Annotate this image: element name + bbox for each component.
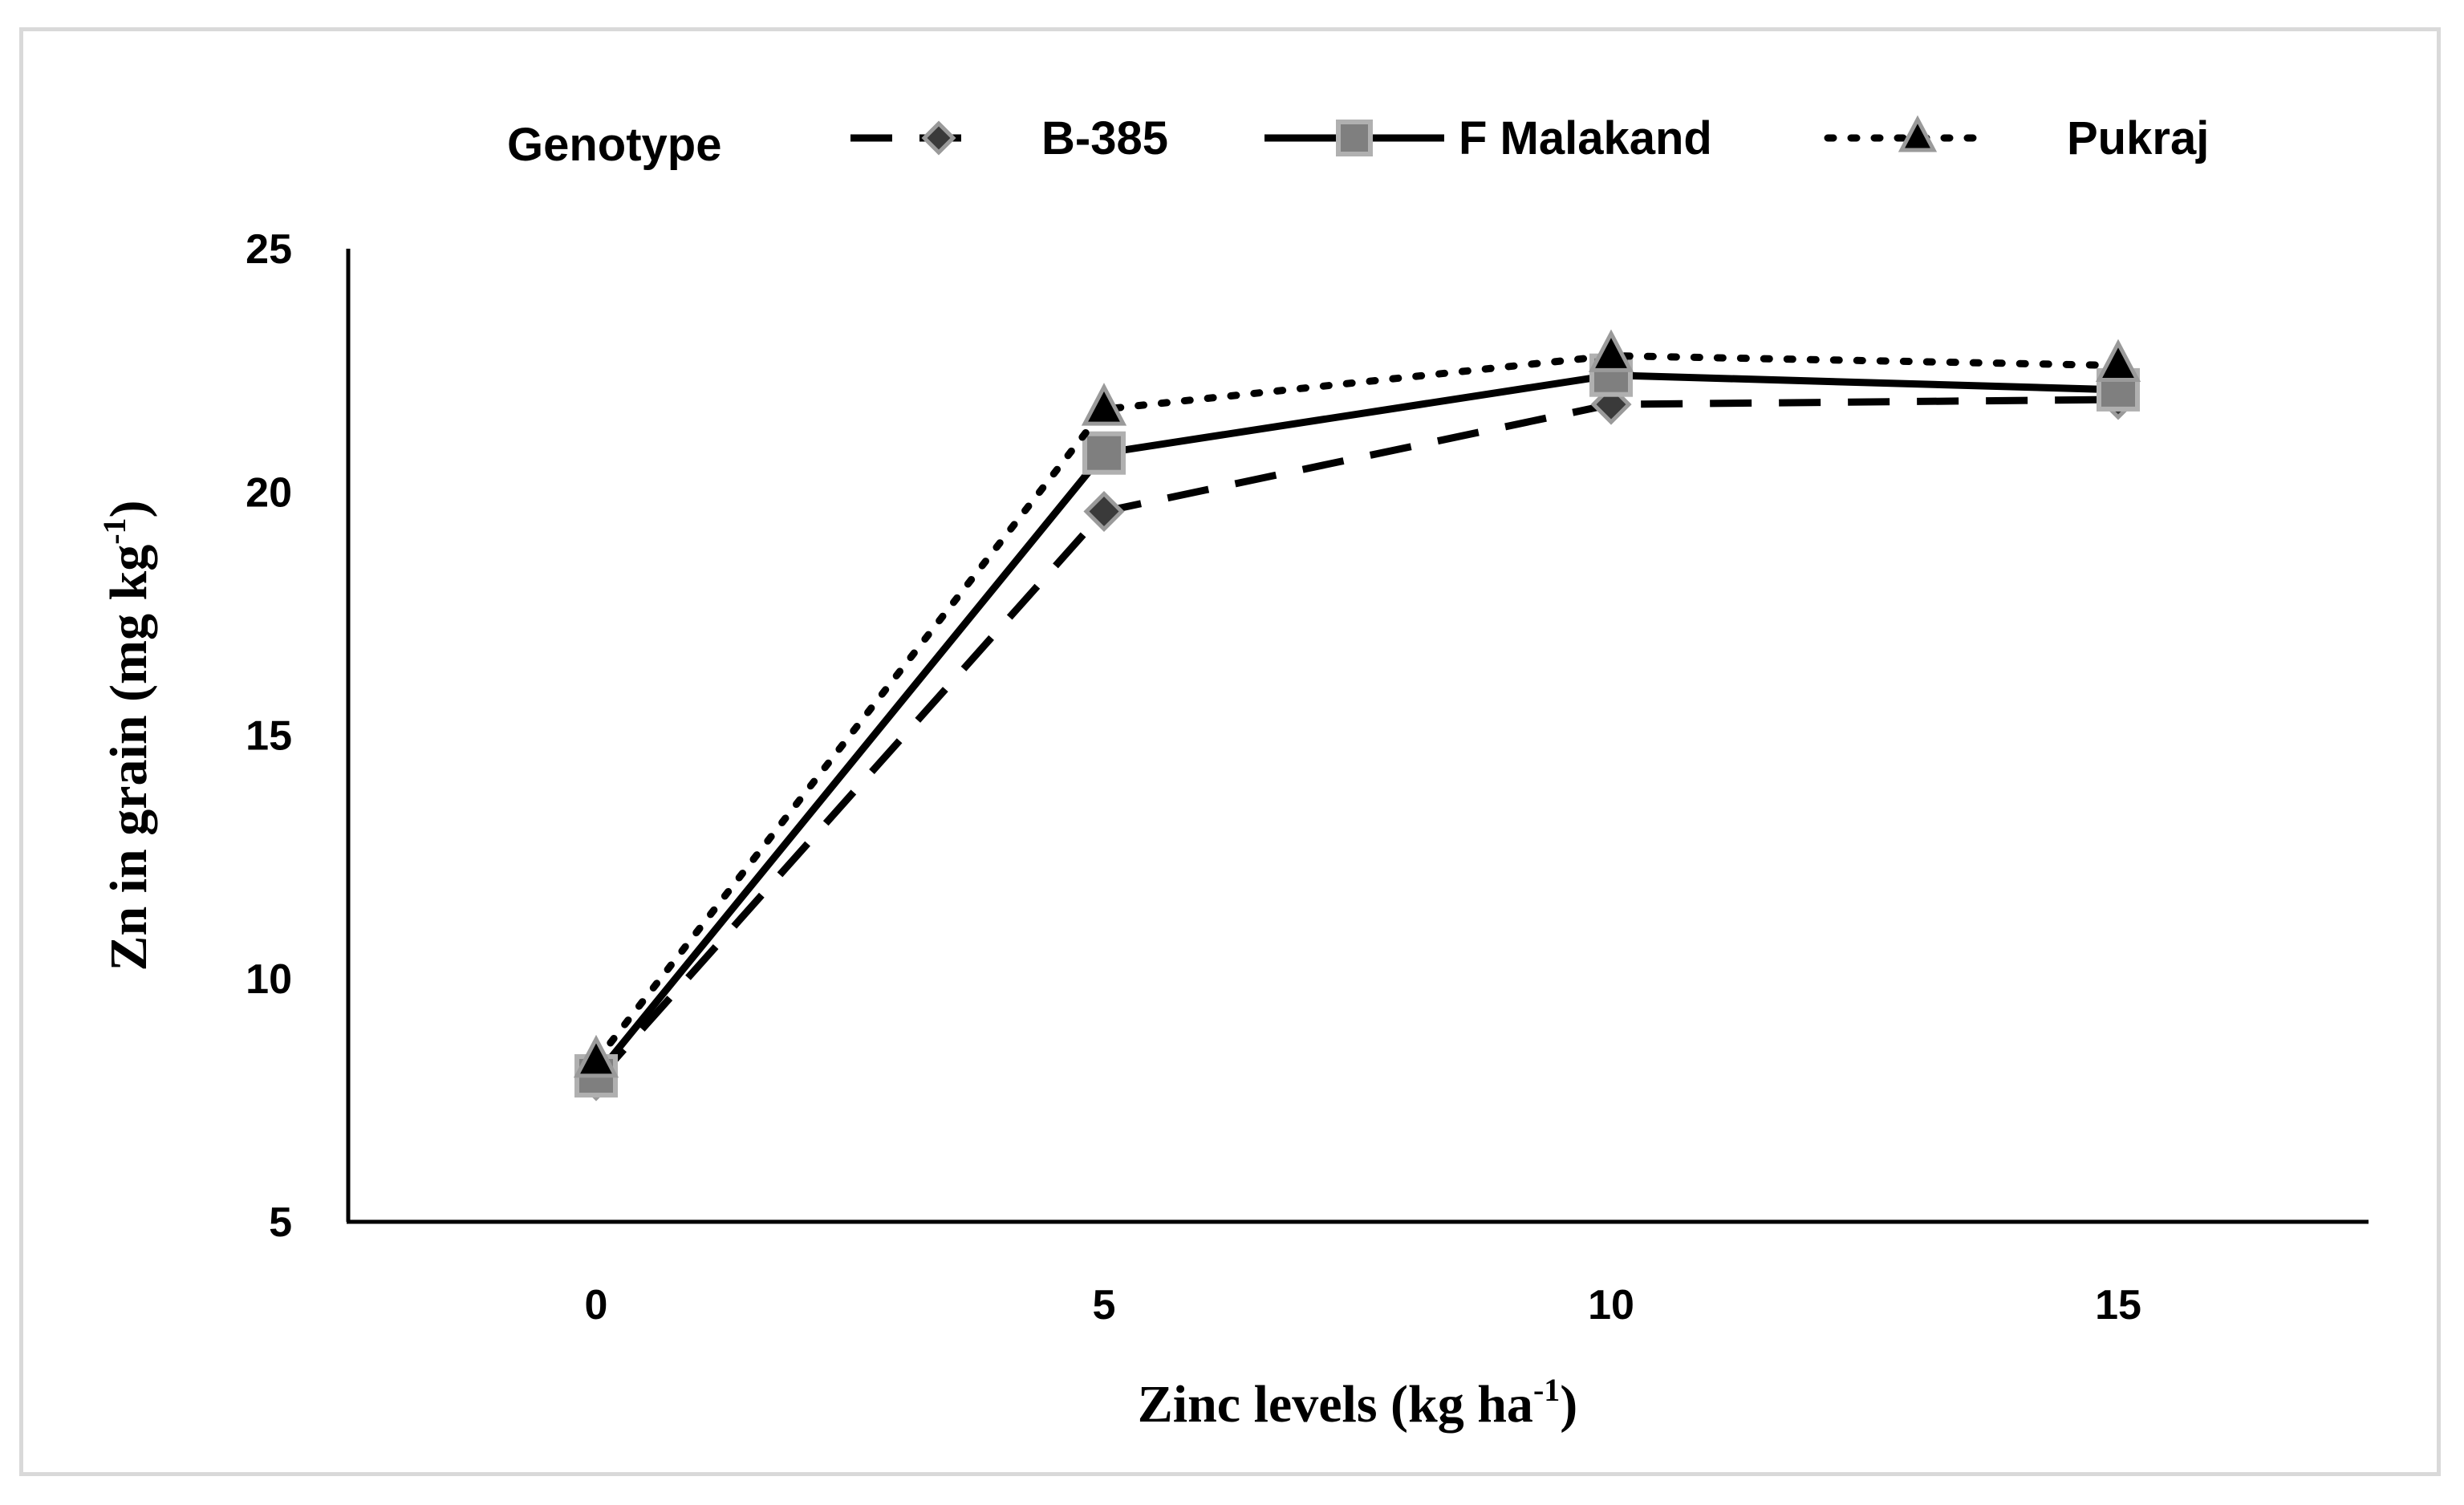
legend-marker [1898, 115, 1938, 152]
x-tick-label: 10 [1588, 1282, 1634, 1329]
data-point [1081, 383, 1127, 426]
y-axis-title: Zn in grain (mg kg-1) [96, 500, 158, 971]
x-axis-title: Zinc levels (kg ha-1) [1138, 1372, 1578, 1434]
x-tick-label: 5 [1093, 1282, 1116, 1329]
x-axis-title-close: ) [1560, 1375, 1577, 1434]
y-tick-label: 25 [246, 226, 292, 273]
legend-label: B-385 [1041, 112, 1168, 164]
x-tick-label: 15 [2095, 1282, 2141, 1329]
series-layer [573, 329, 2141, 1101]
legend-items: B-385 F Malakand Pukraj [850, 112, 2209, 164]
chart-frame [19, 27, 2441, 1476]
x-axis-title-main: Zinc levels (kg ha [1138, 1375, 1533, 1434]
series-f-malakand [574, 353, 2140, 1098]
data-point [573, 1034, 619, 1078]
data-point [1588, 329, 1634, 372]
y-tick-label: 5 [269, 1199, 292, 1246]
y-tick-label: 10 [246, 956, 292, 1003]
series-b-385 [575, 379, 2139, 1101]
legend-title: Genotype [507, 119, 722, 171]
legend: Genotype B-385 F Malakand Pukraj [507, 112, 2209, 171]
x-tick-label: 0 [585, 1282, 608, 1329]
series-line [593, 371, 2119, 1078]
legend-item: B-385 [850, 112, 1168, 164]
data-point [2095, 339, 2141, 383]
legend-marker [1336, 120, 1373, 156]
y-axis-title-close: ) [99, 500, 158, 517]
legend-item: F Malakand [1264, 112, 1712, 164]
series-pukraj [573, 329, 2141, 1078]
y-tick-labels: 5 10 15 20 25 [246, 226, 292, 1246]
data-point [1082, 431, 1126, 475]
x-tick-labels: 0 5 10 15 [585, 1282, 2141, 1329]
legend-marker [921, 120, 956, 156]
series-line [593, 396, 2119, 1084]
series-line [592, 351, 2122, 1065]
y-tick-label: 20 [246, 469, 292, 516]
y-axis-title-sup: -1 [96, 517, 132, 544]
legend-label: Pukraj [2067, 112, 2209, 164]
legend-item: Pukraj [1824, 112, 2209, 164]
x-axis-title-sup: -1 [1533, 1372, 1560, 1408]
legend-label: F Malakand [1459, 112, 1712, 164]
y-axis-title-main: Zn in grain (mg kg [99, 545, 158, 972]
data-point [1083, 490, 1125, 533]
y-tick-label: 15 [246, 713, 292, 760]
